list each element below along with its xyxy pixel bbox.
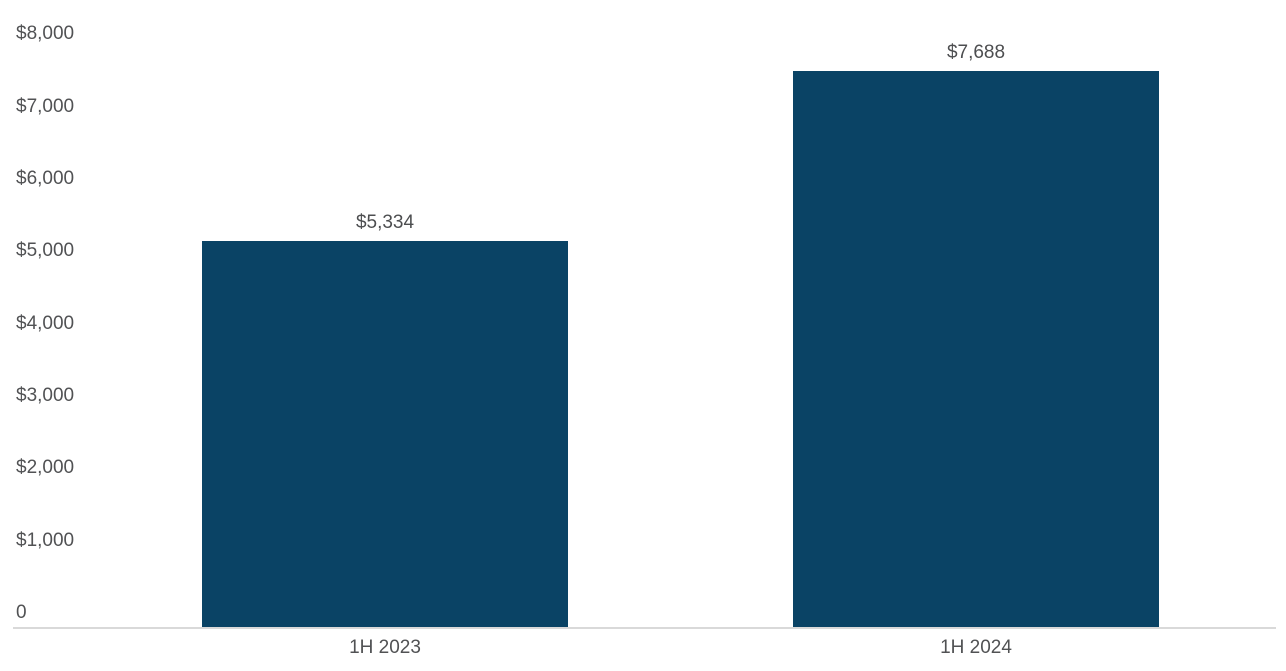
- bar-1h-2023: [202, 241, 568, 627]
- y-axis-tick-label-3000: $3,000: [16, 385, 75, 407]
- bar-value-label-1h-2024: $7,688: [946, 42, 1006, 63]
- y-axis-tick-label-8000: $8,000: [16, 23, 75, 45]
- y-axis-tick-label-6000: $6,000: [16, 168, 75, 190]
- bar-value-label-1h-2023: $5,334: [355, 212, 415, 233]
- y-axis-tick-label-7000: $7,000: [16, 95, 75, 117]
- y-axis-tick-label-5000: $5,000: [16, 240, 75, 262]
- y-axis-tick-label-1000: $1,000: [16, 529, 75, 551]
- y-axis-tick-label-0: 0: [16, 602, 27, 623]
- x-axis-category-label-1h-2024: 1H 2024: [940, 637, 1012, 658]
- y-axis-tick-label-2000: $2,000: [16, 457, 75, 479]
- x-axis-category-label-1h-2023: 1H 2023: [349, 637, 421, 658]
- bar-1h-2024: [793, 71, 1159, 627]
- x-axis-baseline: [13, 627, 1276, 629]
- y-axis-tick-label-4000: $4,000: [16, 312, 75, 334]
